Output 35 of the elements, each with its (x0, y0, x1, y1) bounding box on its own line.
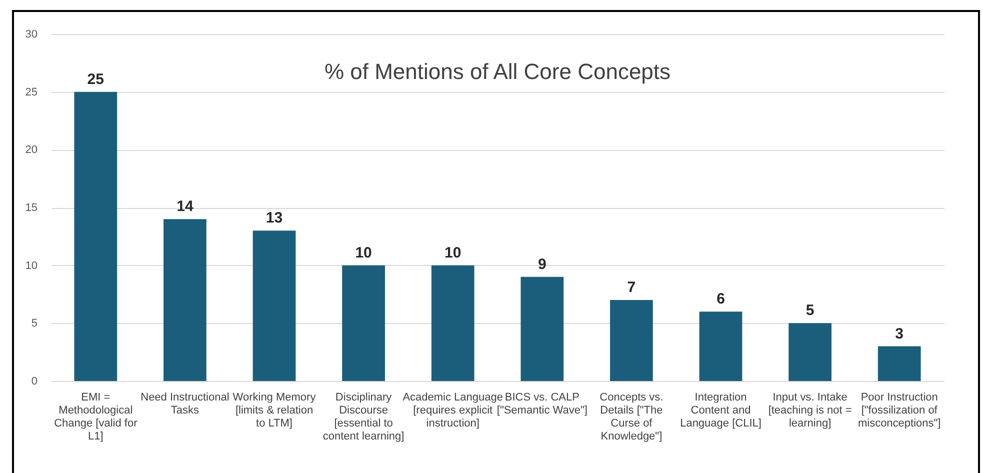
bar (252, 230, 296, 381)
bar (164, 219, 206, 381)
x-tick-label: Input vs. Intake [teaching is not = learning] (768, 392, 852, 430)
bar (74, 92, 118, 381)
data-label: 7 (627, 279, 636, 296)
x-tick-label: Integration Content and Language [CLIL] (680, 392, 762, 430)
x-tick-label: Need Instructional Tasks (140, 392, 230, 416)
data-label: 25 (87, 70, 104, 88)
data-label: 14 (176, 198, 194, 216)
data-label: 10 (444, 244, 462, 262)
data-label: 5 (806, 302, 814, 320)
data-label: 6 (716, 290, 725, 308)
bar (342, 265, 385, 381)
bar (431, 265, 474, 381)
data-label: 3 (895, 325, 904, 342)
y-tick-label: 30 (25, 28, 38, 40)
data-label: 9 (538, 256, 546, 273)
x-tick-label: Concepts vs. Details ["The Curse of Knowledge"] (600, 392, 664, 442)
bar (788, 323, 832, 381)
data-label: 10 (355, 244, 372, 262)
y-tick-label: 20 (25, 144, 38, 156)
bar (610, 300, 653, 381)
bar (520, 276, 564, 381)
y-tick-label: 15 (25, 202, 38, 214)
y-tick-label: 0 (31, 376, 38, 388)
y-tick-label: 10 (25, 260, 38, 272)
bar (878, 346, 921, 381)
bar (699, 312, 742, 381)
text: % of Mentions of All Core Concepts (324, 59, 671, 84)
x-tick-label: Poor Instruction ["fossilization of misconceptions"] (858, 392, 941, 430)
data-label: 13 (266, 210, 283, 227)
y-tick-label: 5 (31, 318, 38, 330)
x-tick-label: Working Memory [limits & relation to LTM] (232, 392, 316, 430)
x-tick-label: EMI = Methodological Change [valid for L1] (54, 392, 138, 442)
y-tick-label: 25 (25, 86, 38, 98)
